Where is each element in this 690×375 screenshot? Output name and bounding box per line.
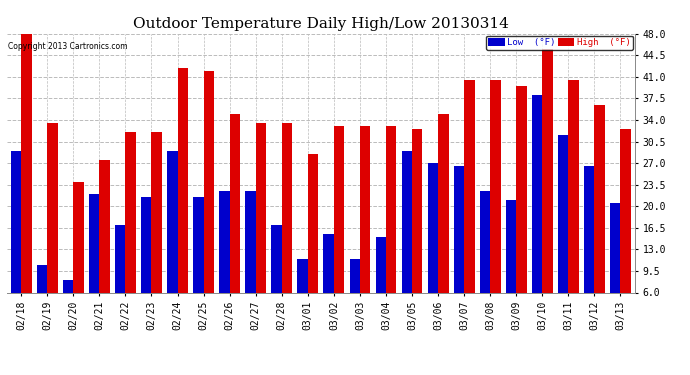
Bar <box>282 123 292 292</box>
Bar <box>167 151 177 292</box>
Bar <box>141 197 152 292</box>
Bar <box>11 151 21 292</box>
Bar <box>245 191 256 292</box>
Bar <box>73 182 83 292</box>
Bar <box>516 86 526 292</box>
Bar <box>334 126 344 292</box>
Bar <box>490 80 501 292</box>
Bar <box>480 191 490 292</box>
Bar <box>620 129 631 292</box>
Bar <box>375 237 386 292</box>
Bar <box>126 132 136 292</box>
Bar <box>386 126 397 292</box>
Bar <box>532 95 542 292</box>
Bar <box>594 105 605 292</box>
Bar <box>271 225 282 292</box>
Bar <box>428 163 438 292</box>
Bar <box>558 135 569 292</box>
Bar <box>219 191 230 292</box>
Bar <box>204 71 214 292</box>
Bar <box>402 151 412 292</box>
Bar <box>99 160 110 292</box>
Bar <box>89 194 99 292</box>
Bar <box>21 34 32 292</box>
Bar <box>256 123 266 292</box>
Bar <box>438 114 449 292</box>
Bar <box>350 259 360 292</box>
Bar <box>152 132 162 292</box>
Bar <box>48 123 58 292</box>
Bar <box>193 197 204 292</box>
Text: Copyright 2013 Cartronics.com: Copyright 2013 Cartronics.com <box>8 42 128 51</box>
Bar <box>230 114 240 292</box>
Bar <box>297 259 308 292</box>
Title: Outdoor Temperature Daily High/Low 20130314: Outdoor Temperature Daily High/Low 20130… <box>133 17 509 31</box>
Bar <box>584 166 594 292</box>
Legend: Low  (°F), High  (°F): Low (°F), High (°F) <box>486 36 633 50</box>
Bar <box>412 129 422 292</box>
Bar <box>177 68 188 292</box>
Bar <box>610 203 620 292</box>
Bar <box>360 126 371 292</box>
Bar <box>542 49 553 292</box>
Bar <box>569 80 579 292</box>
Bar <box>37 265 48 292</box>
Bar <box>63 280 73 292</box>
Bar <box>506 200 516 292</box>
Bar <box>324 234 334 292</box>
Bar <box>308 154 318 292</box>
Bar <box>454 166 464 292</box>
Bar <box>115 225 126 292</box>
Bar <box>464 80 475 292</box>
